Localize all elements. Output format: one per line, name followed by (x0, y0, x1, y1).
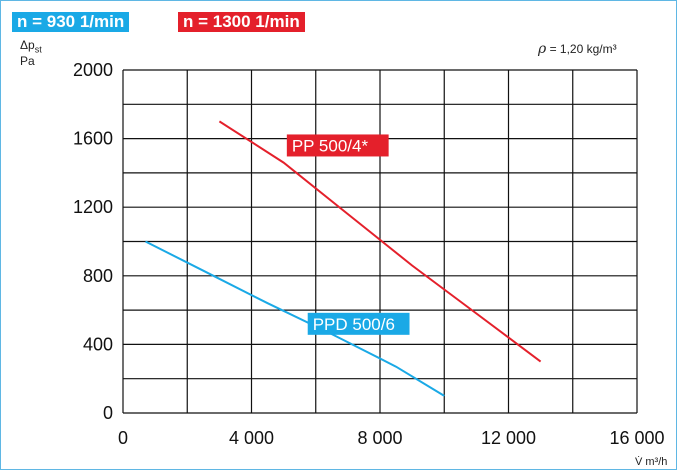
legend-badge-1300: n = 1300 1/min (178, 12, 305, 32)
curve-label: PP 500/4* (292, 136, 369, 155)
y-tick-label: 800 (83, 266, 113, 286)
x-tick-label: 0 (118, 428, 128, 448)
tick-labels: 0 400 800 1200 1600 2000 0 4 000 8 000 12 000 16 0… (73, 60, 665, 448)
density-note: ρ = 1,20 kg/m³ (538, 41, 617, 57)
y-tick-label: 2000 (73, 60, 113, 80)
x-tick-label: 8 000 (357, 428, 402, 448)
x-tick-label: 12 000 (481, 428, 536, 448)
grid (122, 69, 638, 414)
curve-label-background (286, 134, 389, 157)
y-axis-symbol: Δpst (20, 38, 42, 55)
legend-badge-930: n = 930 1/min (12, 12, 130, 32)
curves (145, 120, 542, 397)
curve-label: PPD 500/6 (313, 315, 395, 334)
x-tick-label: 4 000 (229, 428, 274, 448)
curve-line (145, 240, 445, 397)
rho-symbol: ρ (538, 41, 547, 57)
curve-label-background (307, 312, 410, 335)
y-tick-label: 1600 (73, 129, 113, 149)
y-tick-label: 1200 (73, 197, 113, 217)
y-tick-label: 0 (103, 403, 113, 423)
curve-line (218, 120, 542, 363)
curve-labels: PP 500/4* PPD 500/6 (286, 134, 410, 335)
density-value: = 1,20 kg/m³ (549, 42, 617, 56)
y-tick-label: 400 (83, 334, 113, 354)
y-axis-unit: Pa (20, 54, 35, 68)
x-axis-unit: V̇ m³/h (635, 456, 668, 468)
x-tick-label: 16 000 (609, 428, 664, 448)
